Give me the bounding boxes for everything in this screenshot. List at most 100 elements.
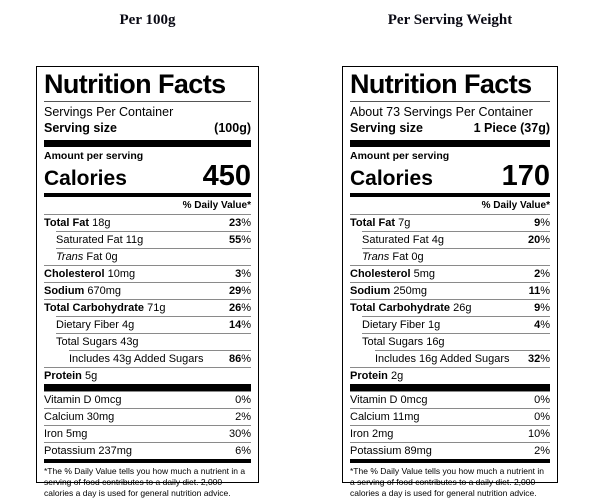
divider-medium-bottom	[44, 459, 251, 463]
nutrient-percent: 3%	[235, 267, 251, 280]
vitamin-row: Calcium 11mg 0%	[350, 408, 550, 425]
nutrient-list: Total Fat 7g 9% Saturated Fat 4g 20% Trans F…	[350, 214, 550, 384]
nutrient-percent: 26%	[228, 301, 251, 314]
nutrient-name: Cholesterol 5mg	[350, 267, 435, 280]
nutrient-name: Dietary Fiber 1g	[362, 318, 441, 331]
nutrient-row: Trans Fat 0g	[362, 248, 550, 265]
calories-value: 170	[501, 160, 550, 192]
nutrient-percent: 14%	[228, 318, 251, 331]
nutrient-row: Protein 2g	[350, 367, 550, 384]
nutrient-name: Calcium 11mg	[350, 410, 420, 423]
divider-medium-calories	[350, 193, 550, 197]
nutrient-name: Total Carbohydrate 71g	[44, 301, 166, 314]
vitamin-row: Vitamin D 0mcg 0%	[350, 391, 550, 408]
nutrient-name: Includes 16g Added Sugars	[375, 352, 510, 365]
vitamin-list: Vitamin D 0mcg 0% Calcium 11mg 0% Iron 2mg 10…	[350, 391, 550, 459]
serving-size-row: Serving size (100g)	[44, 120, 251, 140]
calories-label: Calories	[44, 167, 127, 190]
nutrient-percent: 30%	[228, 427, 251, 440]
nutrient-list: Total Fat 18g 23% Saturated Fat 11g 55% Tran…	[44, 214, 251, 384]
calories-value: 450	[202, 160, 251, 192]
nutrient-name: Protein 2g	[350, 369, 404, 382]
nutrient-name: Cholesterol 10mg	[44, 267, 136, 280]
nutrient-row: Sodium 250mg 11%	[350, 282, 550, 299]
vitamin-row: Vitamin D 0mcg 0%	[44, 391, 251, 408]
nutrient-name: Total Carbohydrate 26g	[350, 301, 472, 314]
nutrient-name: Calcium 30mg	[44, 410, 115, 423]
nutrient-row: Dietary Fiber 4g 14%	[56, 316, 251, 333]
vitamin-row: Iron 5mg 30%	[44, 425, 251, 442]
nutrient-percent: 20%	[527, 233, 550, 246]
nutrient-row: Cholesterol 5mg 2%	[350, 265, 550, 282]
servings-per-container: About 73 Servings Per Container	[350, 105, 533, 119]
nutrient-row: Total Carbohydrate 26g 9%	[350, 299, 550, 316]
nutrient-percent: 0%	[534, 393, 550, 406]
nutrient-percent: 9%	[534, 216, 550, 229]
nutrient-name: Total Fat 7g	[350, 216, 411, 229]
nutrient-row: Includes 43g Added Sugars 86%	[69, 350, 251, 367]
nutrient-row: Total Sugars 43g	[56, 333, 251, 350]
amount-per-serving-label: Amount per serving	[44, 150, 144, 162]
serving-size-value: 1 Piece (37g)	[473, 121, 550, 135]
nutrient-percent: 32%	[527, 352, 550, 365]
vitamin-row: Iron 2mg 10%	[350, 425, 550, 442]
nutrition-label-per-serving-weight: Nutrition Facts About 73 Servings Per Co…	[342, 66, 558, 498]
nutrient-name: Iron 5mg	[44, 427, 88, 440]
nutrient-name: Sodium 670mg	[44, 284, 122, 297]
nutrient-percent: 29%	[228, 284, 251, 297]
divider-medium-calories	[44, 193, 251, 197]
calories-row: Calories 170	[350, 160, 550, 192]
column-title-per-100g: Per 100g	[119, 12, 176, 28]
vitamin-row: Calcium 30mg 2%	[44, 408, 251, 425]
nutrient-name: Dietary Fiber 4g	[56, 318, 135, 331]
label-body: Nutrition Facts About 73 Servings Per Co…	[343, 67, 557, 499]
serving-size-row: Serving size 1 Piece (37g)	[350, 120, 550, 140]
nutrient-percent: 86%	[228, 352, 251, 365]
nutrient-name: Vitamin D 0mcg	[350, 393, 428, 406]
label-title: Nutrition Facts	[44, 69, 226, 99]
daily-value-header: % Daily Value*	[481, 200, 550, 211]
nutrient-percent: 9%	[534, 301, 550, 314]
divider-thick-protein	[350, 384, 550, 391]
nutrient-row: Saturated Fat 4g 20%	[362, 231, 550, 248]
label-title: Nutrition Facts	[350, 69, 532, 99]
label-body: Nutrition Facts Servings Per Container S…	[37, 67, 258, 499]
nutrient-percent: 55%	[228, 233, 251, 246]
vitamin-row: Potassium 237mg 6%	[44, 442, 251, 459]
column-title-per-serving-weight: Per Serving Weight	[387, 12, 513, 28]
divider-thick-top	[44, 140, 251, 147]
nutrient-name: Potassium 89mg	[350, 444, 432, 457]
serving-size-value: (100g)	[214, 121, 251, 135]
nutrient-name: Sodium 250mg	[350, 284, 428, 297]
nutrient-row: Saturated Fat 11g 55%	[56, 231, 251, 248]
calories-row: Calories 450	[44, 160, 251, 192]
footnote: *The % Daily Value tells you how much a …	[350, 466, 545, 498]
nutrient-name: Total Sugars 16g	[362, 335, 445, 348]
nutrient-name: Trans Fat 0g	[362, 250, 424, 263]
nutrient-row: Cholesterol 10mg 3%	[44, 265, 251, 282]
nutrient-name: Vitamin D 0mcg	[44, 393, 122, 406]
vitamin-list: Vitamin D 0mcg 0% Calcium 30mg 2% Iron 5mg 30…	[44, 391, 251, 459]
vitamin-row: Potassium 89mg 2%	[350, 442, 550, 459]
divider-thick-protein	[44, 384, 251, 391]
nutrient-name: Iron 2mg	[350, 427, 394, 440]
nutrient-percent: 23%	[228, 216, 251, 229]
nutrient-percent: 4%	[534, 318, 550, 331]
amount-per-serving-label: Amount per serving	[350, 150, 450, 162]
divider-medium-bottom	[350, 459, 550, 463]
nutrition-label-per-100g: Nutrition Facts Servings Per Container S…	[36, 66, 259, 498]
nutrient-percent: 0%	[534, 410, 550, 423]
nutrient-name: Includes 43g Added Sugars	[69, 352, 204, 365]
nutrient-row: Total Sugars 16g	[362, 333, 550, 350]
calories-label: Calories	[350, 167, 433, 190]
nutrient-name: Trans Fat 0g	[56, 250, 118, 263]
serving-size-label: Serving size	[44, 121, 117, 135]
nutrient-percent: 2%	[534, 267, 550, 280]
nutrient-row: Total Fat 7g 9%	[350, 214, 550, 231]
nutrient-row: Sodium 670mg 29%	[44, 282, 251, 299]
nutrient-percent: 2%	[534, 444, 550, 457]
servings-per-container: Servings Per Container	[44, 105, 174, 119]
nutrient-name: Total Sugars 43g	[56, 335, 139, 348]
nutrient-row: Dietary Fiber 1g 4%	[362, 316, 550, 333]
nutrient-row: Total Fat 18g 23%	[44, 214, 251, 231]
